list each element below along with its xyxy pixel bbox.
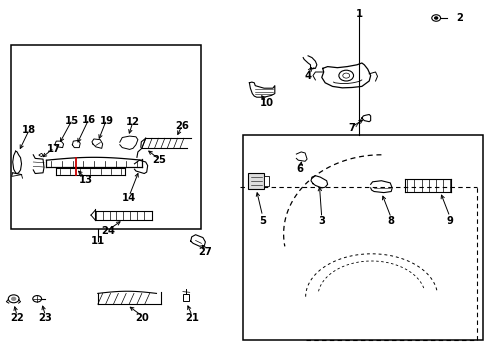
Text: 5: 5 [259,216,265,226]
Text: 9: 9 [446,216,452,226]
Text: 19: 19 [100,116,113,126]
Text: 22: 22 [10,312,24,323]
Text: 12: 12 [126,117,140,127]
Text: 13: 13 [79,175,92,185]
Bar [11,45,201,229]
Bar [264,176,268,186]
Text: 21: 21 [185,312,199,323]
Text: 27: 27 [198,247,212,257]
Text: 15: 15 [65,116,79,126]
Text: 14: 14 [122,193,136,203]
Text: 26: 26 [175,121,189,131]
Text: 3: 3 [318,216,325,226]
Text: 18: 18 [22,125,36,135]
Text: 1: 1 [355,9,362,19]
Text: 25: 25 [152,155,165,165]
Text: 23: 23 [39,312,52,323]
Text: 8: 8 [387,216,394,226]
Text: 7: 7 [348,123,355,133]
Bar [183,294,189,301]
Text: 16: 16 [82,114,96,125]
Text: 2: 2 [455,13,462,23]
Bar [248,173,264,189]
Text: 17: 17 [47,144,61,154]
Text: 4: 4 [304,71,311,81]
Circle shape [12,297,16,300]
Circle shape [434,17,437,19]
Text: 20: 20 [135,312,148,323]
Bar [243,135,482,340]
Text: 24: 24 [102,226,115,236]
Text: 6: 6 [296,164,303,174]
Text: 10: 10 [259,98,273,108]
Text: 11: 11 [90,236,105,246]
